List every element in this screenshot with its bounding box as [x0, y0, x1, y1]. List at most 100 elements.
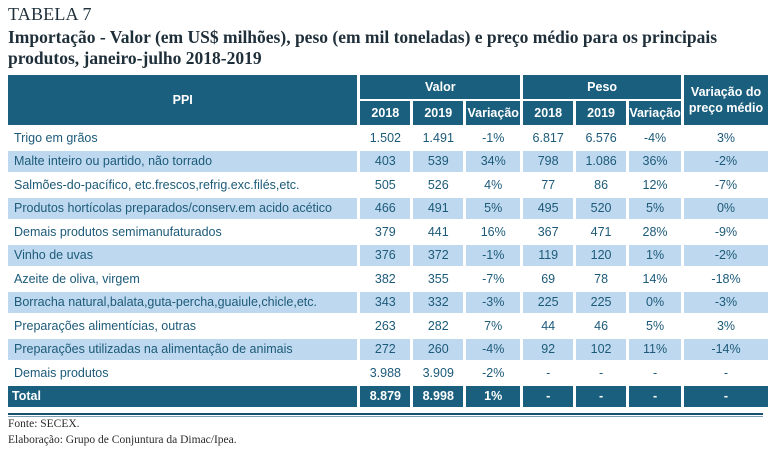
cell-peso-variacao: 12% — [642, 177, 668, 192]
cell-peso-2019: 78 — [594, 271, 609, 286]
cell-peso-variacao: -4% — [643, 130, 667, 145]
table-row: Demais produtos semimanufaturados 379 441 1… — [8, 221, 768, 243]
cell-valor-2018: 505 — [374, 177, 396, 192]
cell-valor-variacao: 34% — [466, 150, 521, 172]
cell-peso-2018: 44 — [541, 318, 556, 333]
header-valor: Valor — [360, 75, 521, 99]
cell-peso-variacao: 11% — [629, 338, 682, 360]
cell-peso-2019: - — [599, 365, 604, 380]
cell-valor-variacao: -1% — [466, 244, 521, 266]
cell-valor-variacao: 5% — [466, 197, 521, 219]
cell-peso-2018: 225 — [523, 291, 574, 313]
table-label: TABELA 7 — [8, 4, 92, 24]
header-peso: Peso — [523, 75, 682, 99]
cell-peso-variacao: - — [652, 365, 658, 380]
cell-produto: Salmões-do-pacífico, etc.frescos,refrig.… — [14, 177, 300, 192]
cell-preco-variacao: 0% — [684, 197, 768, 219]
cell-valor-variacao: 1% — [466, 385, 521, 407]
cell-valor-2019: 332 — [413, 291, 464, 313]
cell-peso-variacao: 0% — [629, 291, 682, 313]
cell-valor-variacao: -3% — [466, 291, 521, 313]
table-title: Importação - Valor (em US$ milhões), pes… — [8, 27, 718, 68]
bottom-rule — [8, 413, 763, 417]
cell-peso-2019: 86 — [594, 177, 609, 192]
table-row: Borracha natural,balata,guta-percha,guai… — [8, 291, 768, 313]
table-row: Azeite de oliva, virgem 382 355 -7% 69 78 14% -… — [8, 268, 768, 290]
cell-valor-2018: 376 — [360, 244, 411, 266]
table-row: Preparações alimentícias, outras 263 282 7%… — [8, 315, 768, 337]
cell-valor-2019: 441 — [427, 224, 449, 239]
cell-preco-variacao: 3% — [716, 318, 736, 333]
cell-preco-variacao: -18% — [711, 271, 741, 286]
cell-valor-2018: 263 — [374, 318, 396, 333]
cell-valor-2019: 539 — [413, 150, 464, 172]
cell-peso-2019: 471 — [590, 224, 612, 239]
header-valor-variacao: Variação — [466, 101, 521, 125]
cell-preco-variacao: -9% — [714, 224, 738, 239]
cell-peso-2019: 46 — [594, 318, 609, 333]
cell-valor-2019: 372 — [413, 244, 464, 266]
cell-peso-variacao: 28% — [642, 224, 668, 239]
cell-valor-variacao: 16% — [480, 224, 506, 239]
cell-peso-2018: 495 — [523, 197, 574, 219]
cell-valor-2019: 491 — [413, 197, 464, 219]
cell-valor-variacao: 4% — [484, 177, 503, 192]
cell-produto: Trigo em grãos — [14, 130, 98, 145]
cell-peso-2019: 6.576 — [585, 130, 617, 145]
cell-preco-variacao: -2% — [684, 244, 768, 266]
cell-valor-2018: 382 — [374, 271, 396, 286]
cell-produto: Total — [8, 385, 358, 407]
cell-valor-2018: 8.879 — [360, 385, 411, 407]
cell-peso-variacao: 5% — [629, 197, 682, 219]
cell-valor-2018: 343 — [360, 291, 411, 313]
cell-preco-variacao: - — [723, 365, 729, 380]
cell-peso-variacao: 14% — [642, 271, 668, 286]
cell-peso-2018: 367 — [537, 224, 559, 239]
cell-valor-2019: 3.909 — [422, 365, 454, 380]
cell-valor-variacao: -2% — [482, 365, 505, 380]
cell-valor-variacao: -7% — [482, 271, 505, 286]
cell-peso-2018: - — [523, 385, 574, 407]
header-valor-2019: 2019 — [413, 101, 464, 125]
table-row: Demais produtos 3.988 3.909 -2% - - - - — [8, 362, 768, 384]
cell-produto: Preparações alimentícias, outras — [14, 318, 197, 333]
cell-produto: Azeite de oliva, virgem — [14, 271, 140, 286]
cell-peso-2019: 120 — [576, 244, 627, 266]
cell-peso-2019: - — [576, 385, 627, 407]
cell-peso-variacao: 5% — [646, 318, 665, 333]
table-row: Malte inteiro ou partido, não torrado 403… — [8, 150, 768, 172]
cell-valor-variacao: 7% — [484, 318, 503, 333]
cell-produto: Malte inteiro ou partido, não torrado — [8, 150, 358, 172]
cell-produto: Produtos hortícolas preparados/conserv.e… — [8, 197, 358, 219]
cell-peso-2019: 225 — [576, 291, 627, 313]
cell-peso-2018: 69 — [541, 271, 556, 286]
cell-valor-2019: 260 — [413, 338, 464, 360]
cell-valor-2019: 8.998 — [413, 385, 464, 407]
cell-preco-variacao: -7% — [714, 177, 738, 192]
cell-preco-variacao: -2% — [684, 150, 768, 172]
cell-valor-2018: 272 — [360, 338, 411, 360]
cell-preco-variacao: 3% — [716, 130, 736, 145]
cell-valor-2019: 526 — [427, 177, 449, 192]
cell-produto: Preparações utilizadas na alimentação de… — [8, 338, 358, 360]
cell-peso-2018: 119 — [523, 244, 574, 266]
cell-valor-2018: 1.502 — [369, 130, 401, 145]
cell-peso-2019: 520 — [576, 197, 627, 219]
cell-preco-variacao: -3% — [684, 291, 768, 313]
table-row: Vinho de uvas 376 372 -1% 119 120 1% -2% — [8, 244, 768, 266]
cell-preco-variacao: - — [684, 385, 768, 407]
header-peso-2019: 2019 — [576, 101, 627, 125]
table-row: Trigo em grãos 1.502 1.491 -1% 6.817 6.576 -4%… — [8, 127, 768, 149]
header-ppi: PPI — [8, 75, 358, 125]
header-valor-2018: 2018 — [360, 101, 411, 125]
cell-valor-2018: 403 — [360, 150, 411, 172]
cell-produto: Vinho de uvas — [8, 244, 358, 266]
elaboration-note: Elaboração: Grupo de Conjuntura da Dimac… — [8, 434, 237, 446]
cell-valor-2018: 3.988 — [369, 365, 401, 380]
cell-peso-2018: 6.817 — [532, 130, 564, 145]
table-row: Produtos hortícolas preparados/conserv.e… — [8, 197, 768, 219]
cell-valor-2018: 379 — [374, 224, 396, 239]
cell-peso-variacao: - — [629, 385, 682, 407]
cell-produto: Demais produtos — [14, 365, 109, 380]
cell-produto: Demais produtos semimanufaturados — [14, 224, 222, 239]
